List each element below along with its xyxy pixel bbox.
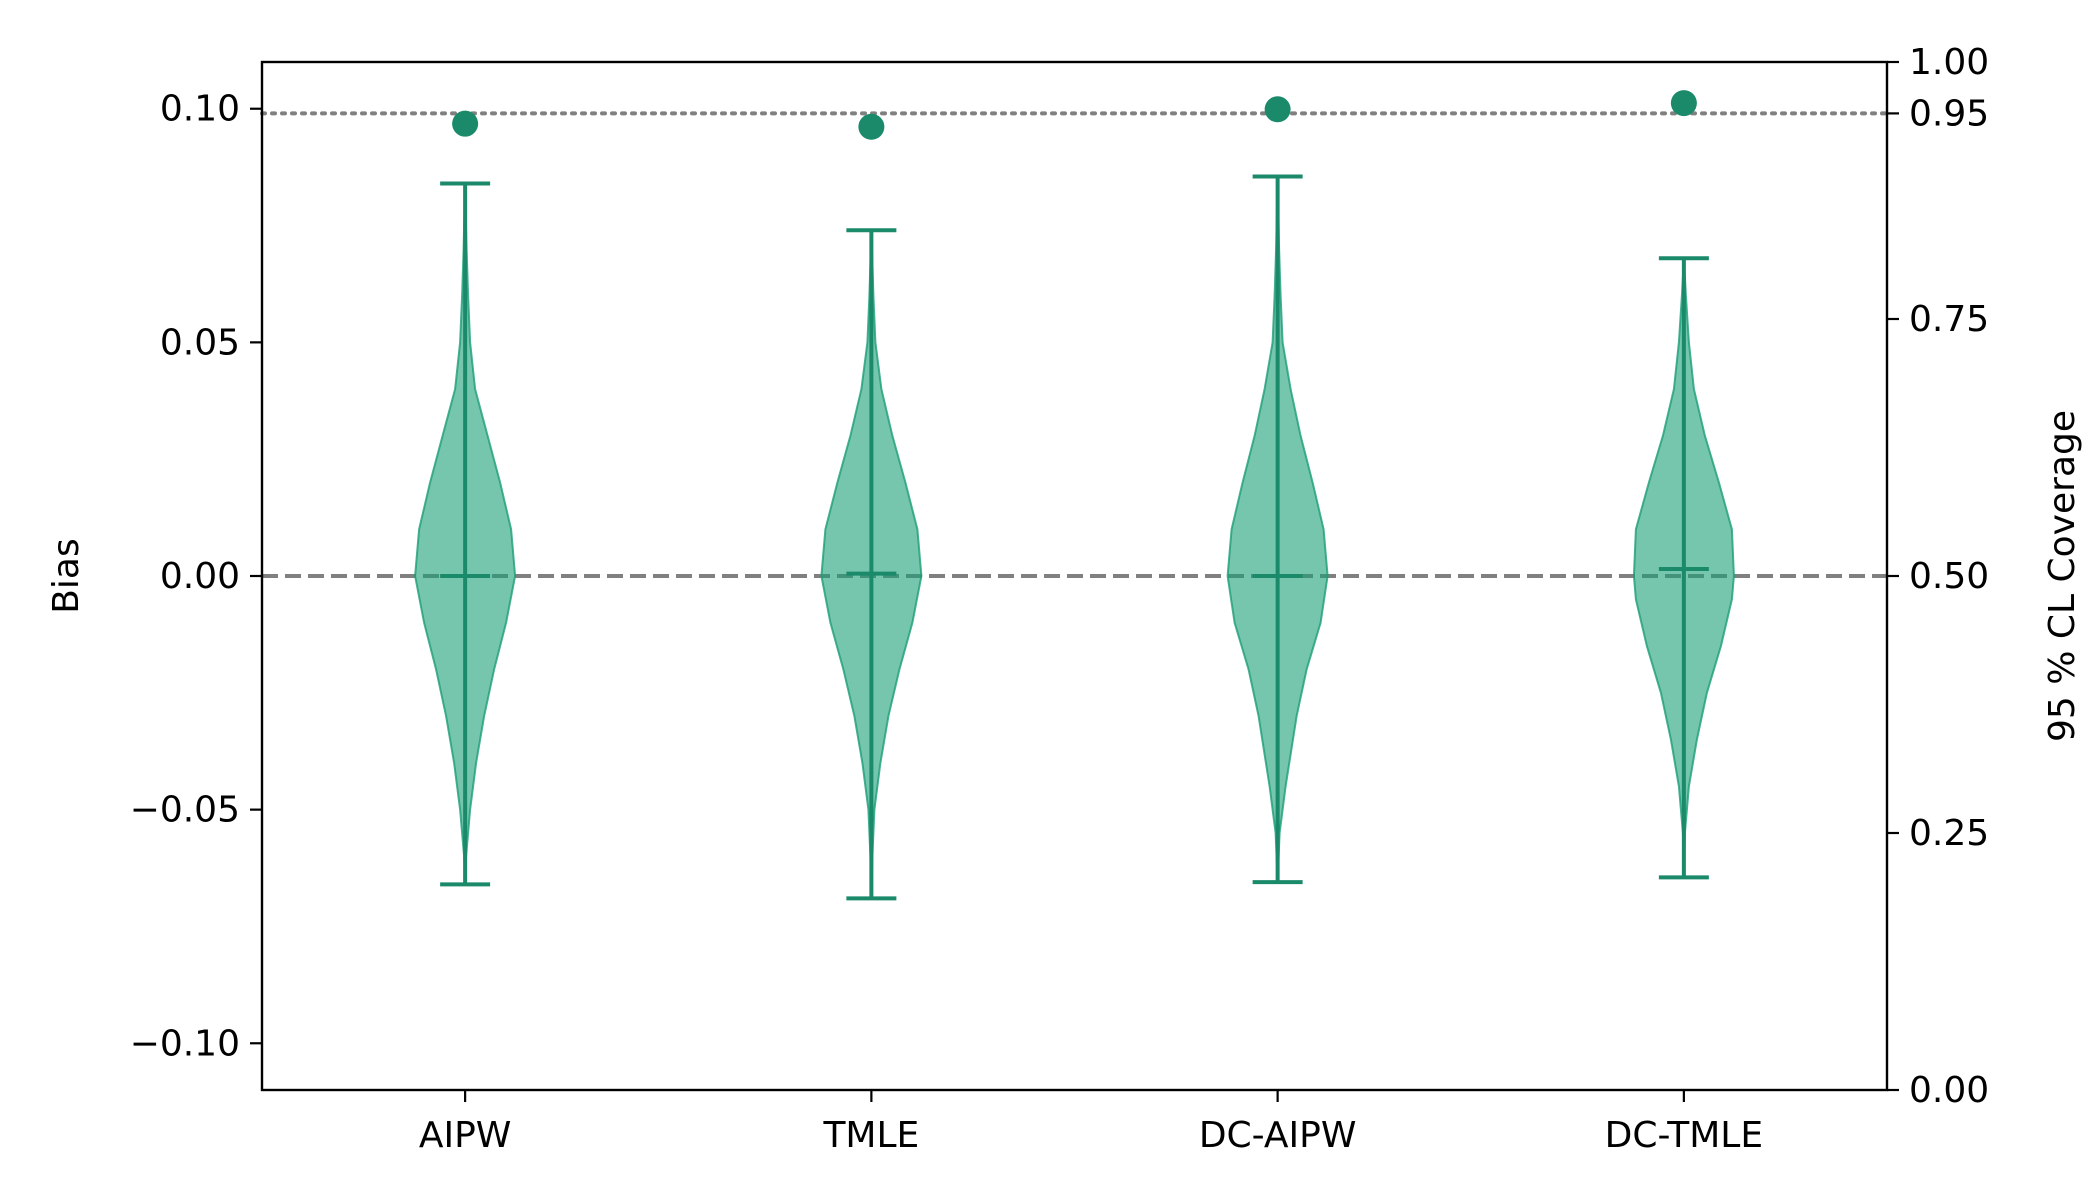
x-axis-ticks: AIPW TMLE DC-AIPW DC-TMLE [419,1090,1763,1156]
right-tick-label: 0.50 [1909,556,1989,597]
coverage-point-dc-tmle [1670,90,1697,117]
left-axis-title: Bias [46,538,87,614]
coverage-point-layer [452,90,1697,140]
left-axis-ticks: −0.10 −0.05 0.00 0.05 0.10 [130,89,262,1064]
violin-layer [414,174,1735,901]
right-tick-label: 1.00 [1909,42,1989,83]
x-tick-label: TMLE [822,1115,919,1156]
right-tick-label: 0.25 [1909,813,1989,854]
x-tick-label: AIPW [419,1115,512,1156]
right-axis-ticks: 0.00 0.25 0.50 0.75 0.95 1.00 [1887,42,1989,1111]
left-tick-label: −0.10 [130,1023,240,1064]
left-tick-label: 0.10 [160,89,240,130]
coverage-point-aipw [452,110,479,137]
x-tick-label: DC-AIPW [1199,1115,1357,1156]
right-tick-label: 0.95 [1909,93,1989,134]
reference-lines [260,111,1889,578]
right-axis-title: 95 % CL Coverage [2042,410,2083,742]
x-tick-label: DC-TMLE [1605,1115,1763,1156]
coverage-point-tmle [858,113,885,140]
left-tick-label: 0.00 [160,556,240,597]
left-tick-label: −0.05 [130,790,240,831]
left-tick-label: 0.05 [160,322,240,363]
coverage-point-dc-aipw [1264,96,1291,123]
right-tick-label: 0.00 [1909,1070,1989,1111]
right-tick-label: 0.75 [1909,299,1989,340]
